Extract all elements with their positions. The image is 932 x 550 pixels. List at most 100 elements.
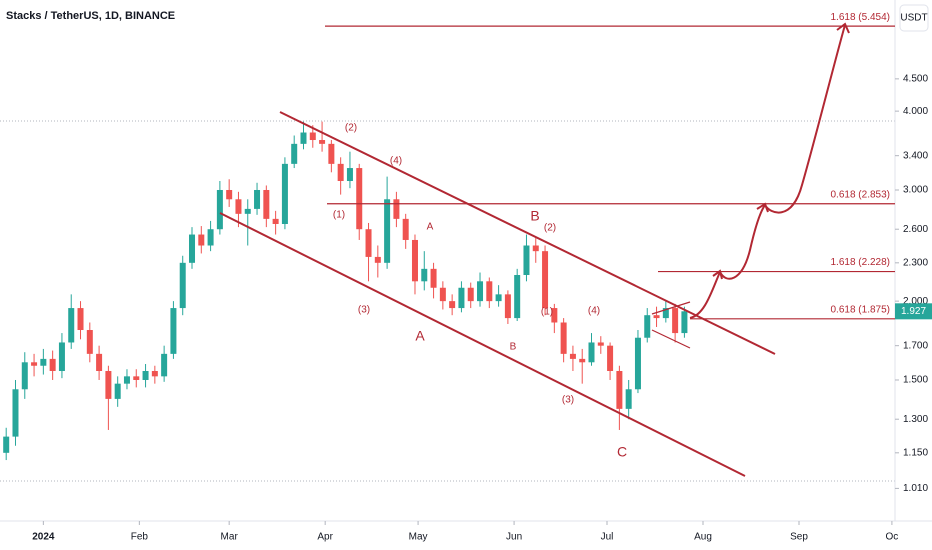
wave-label: (2) — [345, 123, 357, 134]
wave-label: A — [427, 222, 434, 233]
candle-body — [532, 245, 539, 252]
y-tick-label: 1.300 — [903, 414, 928, 425]
channel-upper — [279, 111, 776, 355]
flag-line — [651, 301, 691, 315]
candle-body — [3, 436, 10, 453]
candle-body — [189, 234, 196, 263]
candle-body — [142, 370, 149, 380]
candle-body — [644, 315, 651, 338]
candle-body — [21, 362, 28, 390]
channel-lower — [219, 212, 746, 477]
candle-body — [495, 294, 502, 302]
candle-body — [309, 132, 316, 141]
y-tick-label: 2.300 — [903, 257, 928, 268]
y-tick-label: 1.500 — [903, 375, 928, 386]
wave-label: C — [617, 444, 627, 460]
candle-body — [68, 308, 75, 343]
candle-body — [467, 287, 474, 302]
x-tick-label: Oc — [886, 532, 899, 543]
wave-label: (4) — [390, 156, 402, 167]
candle-body — [31, 362, 38, 366]
candle-body — [300, 132, 307, 144]
candle-body — [151, 370, 158, 377]
y-tick-label: 1.700 — [903, 340, 928, 351]
candle-body — [244, 208, 251, 214]
y-tick-label: 4.500 — [903, 73, 928, 84]
candle-body — [579, 358, 586, 363]
candle-body — [198, 234, 205, 246]
candle-body — [504, 294, 511, 319]
chart-title: Stacks / TetherUS, 1D, BINANCE — [6, 10, 175, 22]
x-tick-label: 2024 — [32, 532, 55, 543]
candle-body — [263, 189, 270, 219]
candle-body — [458, 287, 465, 309]
candle-body — [421, 268, 428, 282]
candle-body — [291, 143, 298, 164]
y-tick-label: 2.600 — [903, 224, 928, 235]
candle-body — [393, 199, 400, 219]
candle-body — [411, 239, 418, 282]
candle-body — [356, 168, 363, 230]
candle-body — [560, 322, 567, 354]
candle-body — [551, 308, 558, 323]
candle-body — [96, 353, 103, 371]
candle-body — [653, 315, 660, 319]
candle-body — [486, 281, 493, 302]
candle-body — [523, 245, 530, 276]
candle-body — [365, 229, 372, 257]
candle-body — [161, 353, 168, 377]
flag-line — [651, 329, 691, 349]
candle-body — [77, 308, 84, 331]
candle-body — [681, 311, 688, 334]
candle-body — [662, 308, 669, 319]
x-tick-label: Sep — [790, 532, 808, 543]
y-tick-label: 3.000 — [903, 185, 928, 196]
wave-label: (3) — [358, 305, 370, 316]
candle-body — [179, 262, 186, 309]
candle-body — [346, 168, 353, 182]
arrowhead — [836, 22, 850, 34]
wave-label: (2) — [544, 223, 556, 234]
candle-body — [402, 218, 409, 240]
y-tick-label: 1.150 — [903, 447, 928, 458]
candle-body — [207, 229, 214, 246]
candle-body — [40, 358, 47, 366]
y-tick-label: 4.000 — [903, 106, 928, 117]
currency-button-label[interactable]: USDT — [900, 13, 927, 24]
candle-body — [105, 370, 112, 399]
candle-body — [281, 163, 288, 224]
candle-body — [216, 189, 223, 230]
y-tick-label: 3.400 — [903, 150, 928, 161]
wave-label: A — [415, 328, 425, 344]
last-price-box — [895, 303, 932, 320]
x-tick-label: Apr — [317, 532, 333, 543]
candle-body — [625, 389, 632, 409]
candle-body — [449, 301, 456, 309]
candle-body — [114, 383, 121, 399]
fib-label: 0.618 (2.853) — [831, 189, 891, 200]
wave-label: B — [530, 208, 539, 224]
candle-body — [569, 353, 576, 359]
x-tick-label: Jun — [506, 532, 522, 543]
x-tick-label: Mar — [221, 532, 239, 543]
currency-button[interactable] — [899, 4, 929, 32]
candle-body — [542, 251, 549, 309]
candle-body — [514, 275, 521, 319]
x-tick-label: Aug — [694, 532, 712, 543]
candle-body — [272, 218, 279, 224]
candle-body — [123, 376, 130, 384]
candle-body — [384, 199, 391, 263]
candle-body — [58, 342, 65, 371]
candle-body — [430, 268, 437, 288]
fib-label: 1.618 (2.228) — [831, 257, 891, 268]
candle-body — [49, 358, 56, 371]
candle-body — [337, 163, 344, 182]
wave-label: (3) — [562, 395, 574, 406]
candle-body — [588, 342, 595, 363]
wave-label: (1) — [333, 210, 345, 221]
y-tick-label: 1.010 — [903, 483, 928, 494]
candle-body — [328, 143, 335, 164]
candle-body — [235, 199, 242, 214]
candle-body — [616, 370, 623, 409]
